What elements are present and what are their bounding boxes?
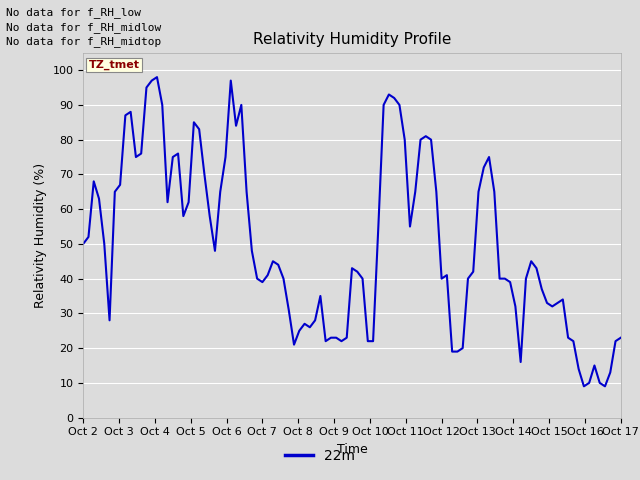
Legend: 22m: 22m — [280, 443, 360, 468]
Text: No data for f_RH_low: No data for f_RH_low — [6, 7, 141, 18]
Title: Relativity Humidity Profile: Relativity Humidity Profile — [253, 33, 451, 48]
Text: TZ_tmet: TZ_tmet — [88, 60, 140, 70]
Y-axis label: Relativity Humidity (%): Relativity Humidity (%) — [34, 163, 47, 308]
Text: No data for f_RH_midlow: No data for f_RH_midlow — [6, 22, 162, 33]
X-axis label: Time: Time — [337, 443, 367, 456]
Text: No data for f_RH_midtop: No data for f_RH_midtop — [6, 36, 162, 47]
